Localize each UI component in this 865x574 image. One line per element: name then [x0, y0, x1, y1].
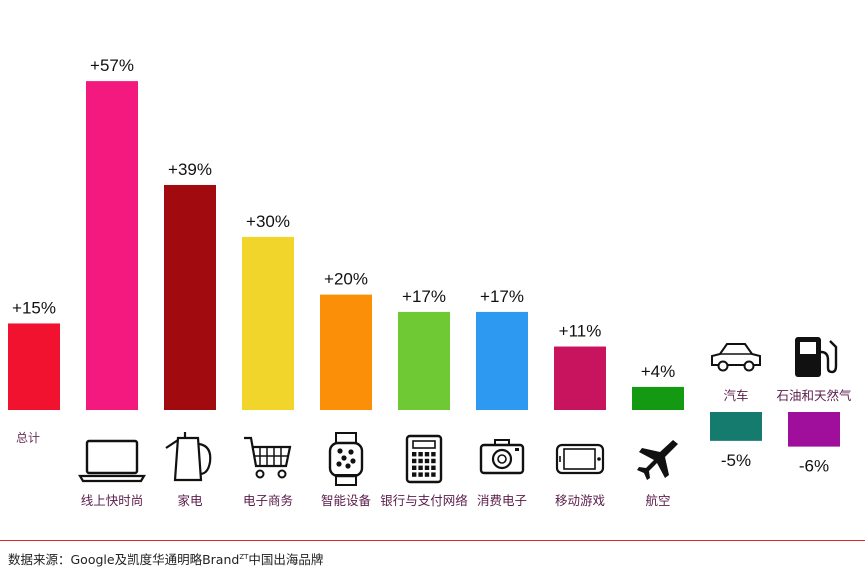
- value-label-3: +30%: [246, 212, 290, 231]
- bar-2: [164, 184, 216, 410]
- category-label-4: 智能设备: [321, 493, 372, 508]
- source-suffix: 中国出海品牌: [248, 552, 324, 567]
- category-label-3: 电子商务: [243, 493, 293, 508]
- value-label-9: -5%: [721, 451, 751, 470]
- source-note: 数据来源：Google及凯度华通明略BrandZT中国出海品牌: [8, 549, 323, 568]
- value-label-4: +20%: [324, 270, 368, 289]
- bar-1: [86, 81, 138, 411]
- source-divider: [0, 540, 865, 541]
- bar-6: [476, 311, 528, 410]
- bar-7: [554, 346, 606, 410]
- bar-0: [8, 323, 60, 410]
- value-label-5: +17%: [402, 287, 446, 306]
- car-icon: [711, 343, 761, 372]
- value-labels-group: +15% +57% +39% +30% +20% +17% +17% +11% +4% -5% -6…: [12, 56, 829, 476]
- value-label-2: +39%: [168, 160, 212, 179]
- category-label-5: 银行与支付网络: [380, 493, 468, 508]
- fuel-pump-icon: [795, 337, 838, 377]
- category-label-10: 石油和天然气: [776, 388, 852, 403]
- value-label-10: -6%: [799, 457, 829, 476]
- airplane-icon: [637, 440, 678, 480]
- smartwatch-icon: [328, 432, 364, 486]
- laptop-icon: [78, 439, 146, 483]
- value-label-1: +57%: [90, 56, 134, 75]
- shopping-cart-icon: [244, 436, 292, 479]
- category-label-8: 航空: [645, 493, 670, 508]
- camera-icon: [479, 439, 525, 475]
- category-label-0: 总计: [16, 431, 40, 445]
- value-label-6: +17%: [480, 287, 524, 306]
- source-superscript: ZT: [239, 552, 249, 561]
- bar-5: [398, 311, 450, 410]
- icons-group: [78, 337, 838, 486]
- category-label-2: 家电: [177, 493, 203, 508]
- value-label-8: +4%: [641, 362, 676, 381]
- kettle-icon: [165, 432, 212, 482]
- value-label-7: +11%: [559, 322, 602, 341]
- category-label-1: 线上快时尚: [81, 493, 144, 508]
- calculator-icon: [405, 434, 443, 484]
- bar-3: [242, 236, 294, 410]
- bar-4: [320, 294, 372, 410]
- value-label-0: +15%: [12, 298, 56, 317]
- category-label-7: 移动游戏: [555, 493, 605, 508]
- bar-10: [788, 412, 840, 447]
- category-label-6: 消费电子: [477, 493, 527, 508]
- bar-9: [710, 412, 762, 441]
- bars-group: [8, 81, 840, 447]
- category-label-9: 汽车: [723, 388, 748, 403]
- bar-8: [632, 386, 684, 410]
- mobile-phone-icon: [555, 443, 605, 475]
- source-prefix: 数据来源：Google及凯度华通明略Brand: [8, 552, 240, 567]
